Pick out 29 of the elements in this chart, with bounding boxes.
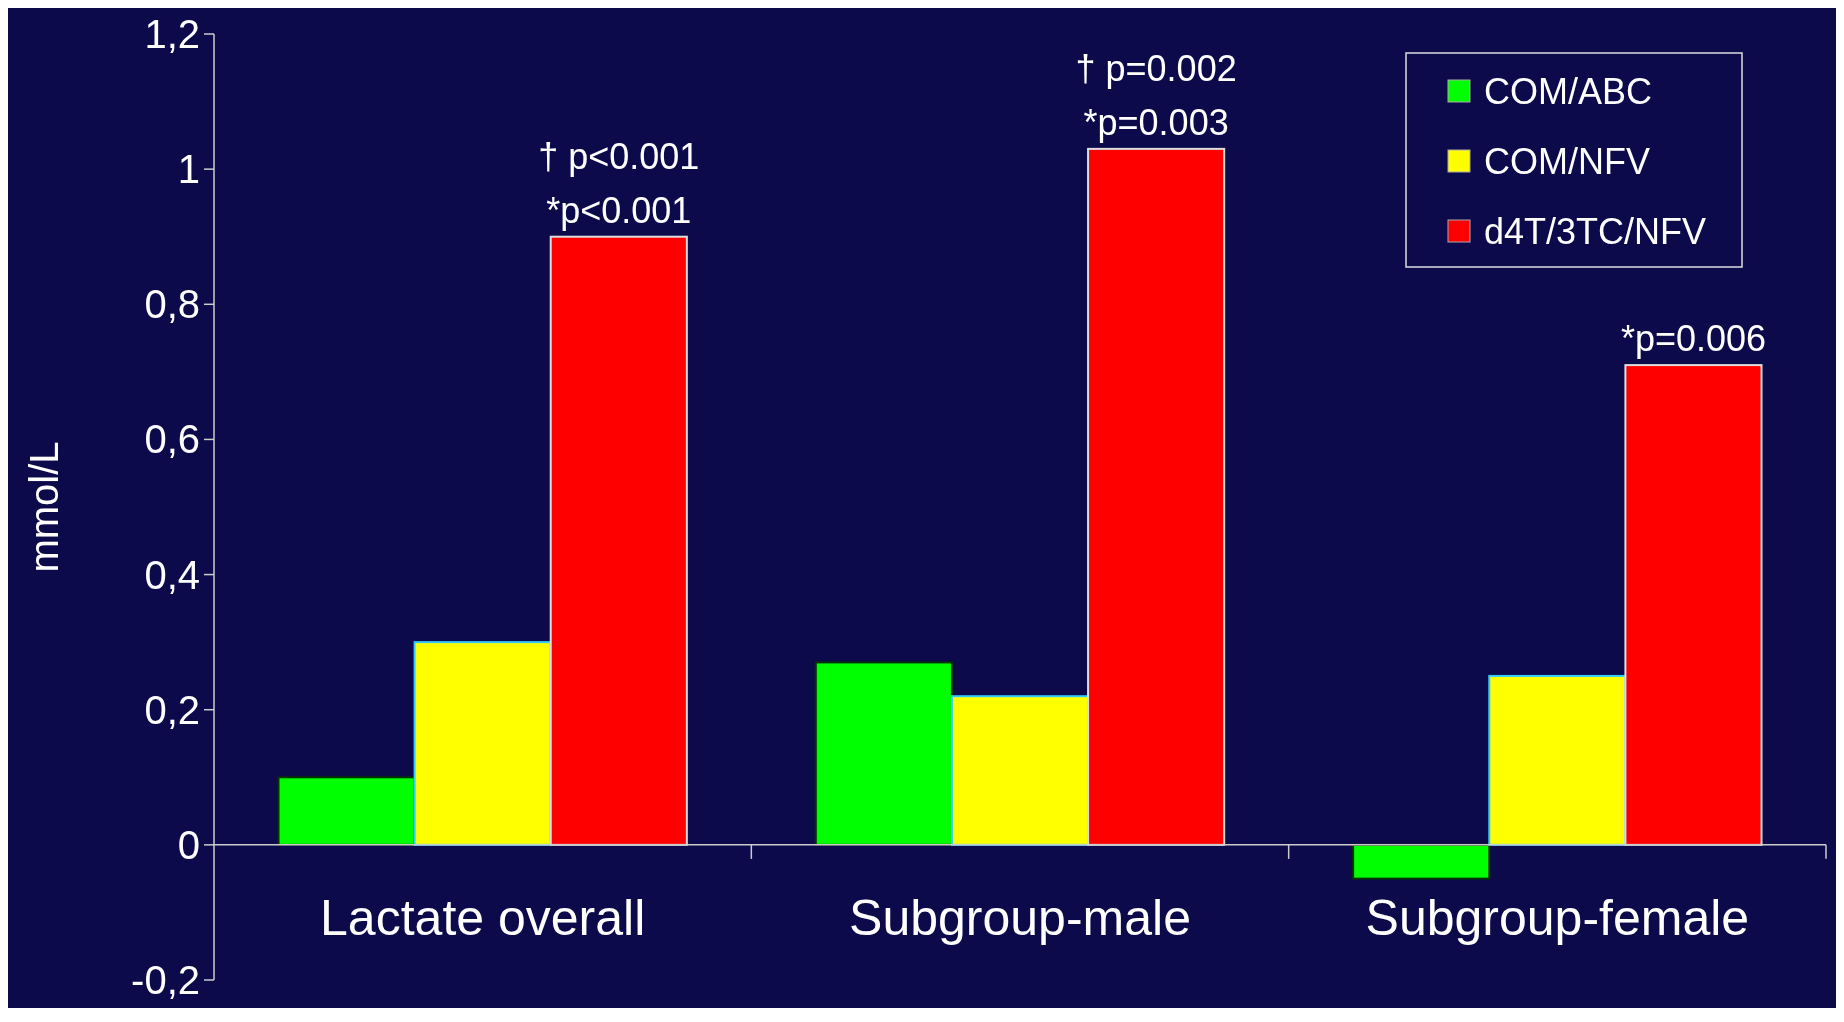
legend-label: d4T/3TC/NFV [1484,210,1707,252]
legend-label: COM/NFV [1484,140,1650,182]
y-axis-title: mmol/L [22,441,66,573]
legend-label: COM/ABC [1484,70,1653,112]
bar [814,661,953,846]
annotation: † p=0.002 [1075,47,1237,89]
y-tick-label: 0,8 [144,282,200,327]
y-tick-label: -0,2 [131,958,200,1002]
annotation: *p=0.003 [1083,101,1229,143]
bar [1488,674,1627,846]
bar [1352,843,1491,880]
annotation: *p<0.001 [546,189,692,231]
y-tick-label: 0,2 [144,687,200,732]
bar [1087,147,1226,846]
annotation: *p=0.006 [1620,318,1767,360]
x-tick-label: Subgroup-male [849,889,1191,946]
x-tick-label: Lactate overall [320,889,646,946]
x-tick-label: Subgroup-female [1365,889,1750,946]
y-tick-label: 0,6 [144,417,200,462]
annotation: † p<0.001 [538,135,700,177]
y-tick-label: 0,4 [144,552,200,597]
y-tick-label: 0 [177,822,200,867]
y-tick-label: 1,2 [144,12,200,56]
bar [1624,364,1763,846]
y-tick-label: 1 [177,147,200,192]
bar [413,641,552,846]
bar [549,235,688,846]
bar [277,776,416,846]
bar [950,695,1090,846]
